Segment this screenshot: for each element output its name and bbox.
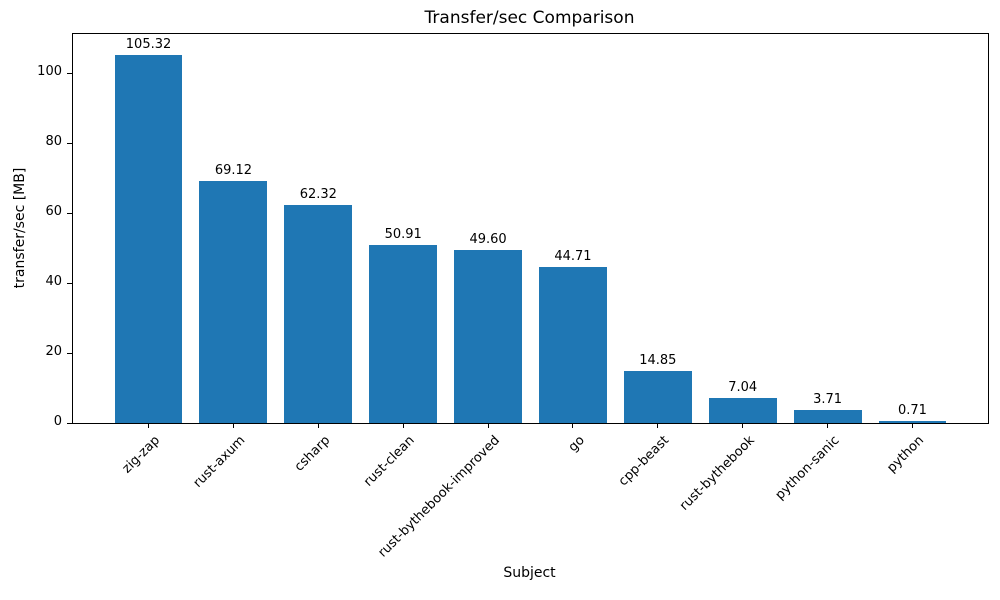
x-tick-label-python: python (884, 433, 928, 476)
bar-rust-clean (369, 245, 438, 423)
x-tick-mark (572, 423, 574, 428)
bar-value-label: 50.91 (384, 227, 422, 243)
x-tick-mark (742, 423, 744, 428)
x-tick-label-zig-zap: zig-zap (119, 433, 164, 477)
x-tick-mark (232, 423, 234, 428)
y-axis-label: transfer/sec [MB] (12, 167, 28, 289)
x-tick-mark (402, 423, 404, 428)
bar-value-label: 49.60 (469, 231, 507, 247)
y-tick-mark (67, 422, 72, 424)
y-tick-label-100: 100 (37, 64, 62, 80)
y-tick-label-60: 60 (45, 204, 62, 220)
bar-zig-zap (114, 54, 183, 423)
bar-value-label: 0.71 (897, 402, 927, 418)
x-tick-mark (911, 423, 913, 428)
y-tick-mark (67, 142, 72, 144)
x-tick-label-rust-clean: rust-clean (361, 433, 418, 490)
y-tick-label-80: 80 (45, 134, 62, 150)
y-tick-label-40: 40 (45, 274, 62, 290)
x-tick-label-csharp: csharp (291, 433, 333, 475)
x-tick-mark (487, 423, 489, 428)
bar-python-sanic (793, 410, 862, 423)
x-tick-label-rust-axum: rust-axum (190, 433, 249, 491)
bar-rust-bythebook-improved (454, 249, 522, 423)
bar-go (538, 266, 607, 423)
y-tick-label-0: 0 (53, 414, 62, 429)
x-tick-mark (657, 423, 659, 428)
bar-value-label: 7.04 (728, 380, 758, 396)
bar-value-label: 44.71 (554, 248, 592, 264)
bar-value-label: 105.32 (125, 36, 172, 52)
y-tick-mark (67, 352, 72, 354)
bar-value-label: 14.85 (639, 353, 677, 369)
y-tick-label-20: 20 (45, 344, 62, 360)
x-tick-label-python-sanic: python-sanic (772, 433, 843, 503)
y-tick-mark (67, 282, 72, 284)
bar-value-label: 69.12 (214, 163, 253, 179)
x-tick-label-rust-bythebook: rust-bythebook (676, 433, 758, 514)
plot-area: 105.32 69.12 62.32 50.91 49.60 44.71 14.85 7.04… (67, 33, 989, 428)
x-tick-mark (827, 423, 829, 428)
bar-value-label: 3.71 (813, 392, 843, 408)
x-tick-label-cpp-beast: cpp-beast (616, 433, 673, 490)
bar-python (878, 420, 947, 423)
x-axis-label: Subject (503, 565, 556, 581)
x-tick-mark (148, 423, 150, 428)
y-tick-mark (67, 72, 72, 74)
chart-title: Transfer/sec Comparison (424, 8, 635, 28)
bar-rust-bythebook (708, 398, 777, 423)
bar-csharp (284, 205, 353, 423)
bar-cpp-beast (623, 371, 692, 423)
bar-value-label: 62.32 (299, 187, 337, 203)
x-tick-mark (317, 423, 319, 428)
y-tick-mark (67, 212, 72, 214)
x-tick-label-go: go (565, 433, 588, 456)
bar-rust-axum (199, 181, 268, 423)
